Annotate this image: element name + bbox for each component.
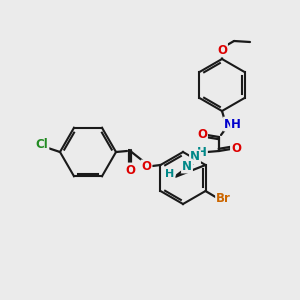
Text: H: H (165, 169, 175, 179)
Text: O: O (197, 128, 207, 142)
Text: N: N (224, 118, 234, 130)
Text: Cl: Cl (36, 139, 48, 152)
Text: Br: Br (216, 193, 231, 206)
Text: N: N (182, 160, 192, 172)
Text: O: O (125, 164, 135, 176)
Text: N: N (190, 151, 200, 164)
Text: O: O (142, 160, 152, 173)
Text: O: O (217, 44, 227, 56)
Text: H: H (197, 146, 207, 160)
Text: O: O (231, 142, 241, 155)
Text: H: H (231, 118, 241, 130)
